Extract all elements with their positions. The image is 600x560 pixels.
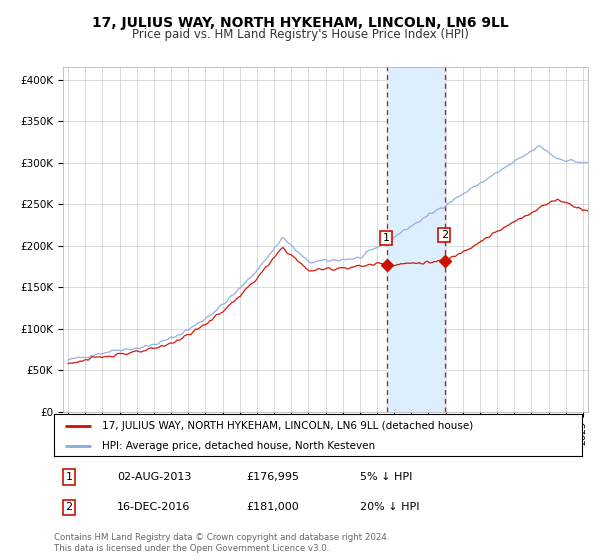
Text: Contains HM Land Registry data © Crown copyright and database right 2024.
This d: Contains HM Land Registry data © Crown c… bbox=[54, 533, 389, 553]
Text: Price paid vs. HM Land Registry's House Price Index (HPI): Price paid vs. HM Land Registry's House … bbox=[131, 28, 469, 41]
Text: £176,995: £176,995 bbox=[246, 472, 299, 482]
Bar bbox=[387, 67, 445, 412]
Text: 17, JULIUS WAY, NORTH HYKEHAM, LINCOLN, LN6 9LL: 17, JULIUS WAY, NORTH HYKEHAM, LINCOLN, … bbox=[92, 16, 508, 30]
Text: £181,000: £181,000 bbox=[246, 502, 299, 512]
Text: HPI: Average price, detached house, North Kesteven: HPI: Average price, detached house, Nort… bbox=[101, 441, 374, 451]
Text: 2: 2 bbox=[65, 502, 73, 512]
Text: 1: 1 bbox=[65, 472, 73, 482]
Text: 2: 2 bbox=[440, 230, 448, 240]
Text: 5% ↓ HPI: 5% ↓ HPI bbox=[360, 472, 412, 482]
Text: 20% ↓ HPI: 20% ↓ HPI bbox=[360, 502, 419, 512]
Text: 02-AUG-2013: 02-AUG-2013 bbox=[117, 472, 191, 482]
Text: 1: 1 bbox=[383, 233, 389, 243]
Text: 16-DEC-2016: 16-DEC-2016 bbox=[117, 502, 190, 512]
Text: 17, JULIUS WAY, NORTH HYKEHAM, LINCOLN, LN6 9LL (detached house): 17, JULIUS WAY, NORTH HYKEHAM, LINCOLN, … bbox=[101, 421, 473, 431]
